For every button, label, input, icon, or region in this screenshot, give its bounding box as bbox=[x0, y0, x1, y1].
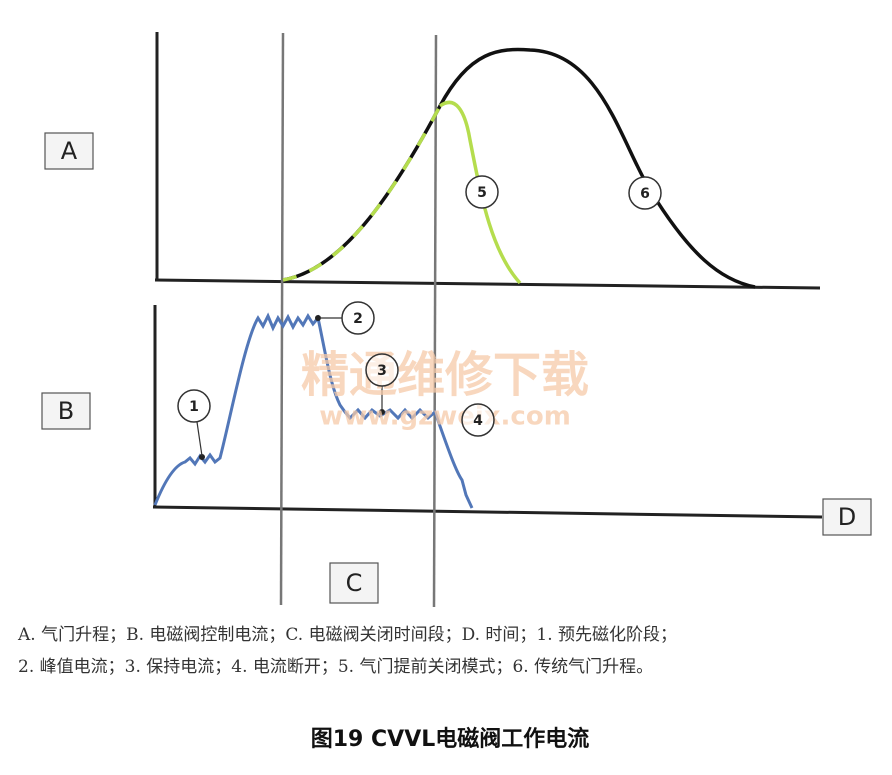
current-curve bbox=[153, 312, 474, 509]
lift-curve-6 bbox=[282, 47, 756, 289]
period-line bbox=[279, 32, 285, 606]
marker-label: 3 bbox=[377, 363, 387, 379]
watermark-title: 精通维修下载 bbox=[301, 347, 589, 403]
label: B bbox=[58, 397, 74, 425]
marker-label: 4 bbox=[473, 413, 483, 429]
period-line bbox=[432, 34, 438, 608]
marker: 6 bbox=[628, 176, 662, 210]
marker: 4 bbox=[461, 403, 495, 437]
caption-line: 2. 峰值电流；3. 保持电流；4. 电流断开；5. 气门提前关闭模式；6. 传… bbox=[18, 657, 653, 677]
marker-label: 1 bbox=[189, 399, 199, 415]
leader bbox=[196, 421, 203, 457]
label: C bbox=[346, 569, 363, 597]
point bbox=[199, 454, 205, 460]
point bbox=[315, 315, 321, 321]
marker: 5 bbox=[465, 175, 499, 209]
label-box: D bbox=[822, 498, 872, 536]
label: A bbox=[61, 137, 78, 165]
lift-curve-5 bbox=[438, 100, 522, 285]
marker-label: 6 bbox=[640, 186, 650, 202]
label-box: B bbox=[41, 392, 91, 430]
marker: 3 bbox=[365, 353, 399, 387]
marker-label: 2 bbox=[353, 311, 363, 327]
caption-line: A. 气门升程；B. 电磁阀控制电流；C. 电磁阀关闭时间段；D. 时间；1. … bbox=[17, 625, 677, 645]
figure-title: 图19 CVVL电磁阀工作电流 bbox=[311, 726, 590, 752]
axis bbox=[152, 505, 823, 519]
marker: 2 bbox=[341, 301, 375, 335]
label: D bbox=[838, 503, 856, 531]
marker: 1 bbox=[177, 389, 211, 423]
lift-curve-shared bbox=[282, 105, 442, 282]
axis bbox=[154, 278, 821, 290]
label-box: A bbox=[44, 132, 94, 170]
marker-label: 5 bbox=[477, 185, 487, 201]
point bbox=[379, 409, 385, 415]
label-box: C bbox=[329, 562, 379, 604]
watermark-url: www.gzweix.com bbox=[319, 402, 571, 432]
